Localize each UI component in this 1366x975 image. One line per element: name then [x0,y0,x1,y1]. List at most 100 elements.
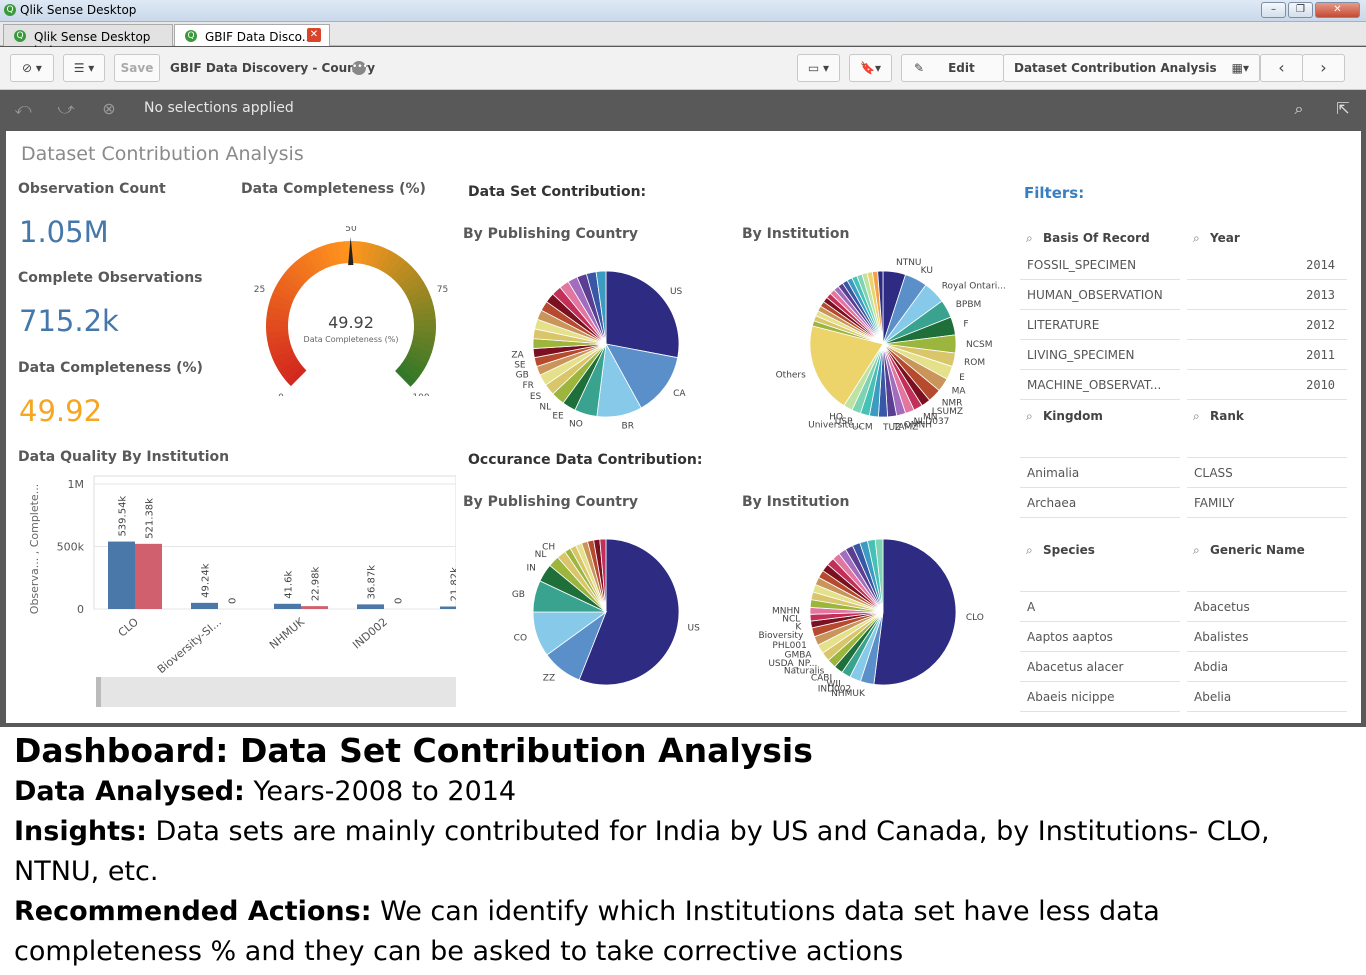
list-icon: ☰ ▾ [73,61,95,75]
pie-label: USDA_NP... [768,659,817,669]
gauge-band-segment [286,265,307,286]
pie-occ-institution[interactable]: CLO NHMUKIND002WIICABINaturalisUSDA_NP...… [736,514,1021,714]
bar-value-label: 41.6k [284,571,295,599]
filter-item[interactable]: 2012 [1187,311,1347,340]
minimize-button[interactable]: – [1261,2,1286,18]
bar-value-label: 0 [394,598,405,604]
sheet-selector[interactable]: Dataset Contribution Analysis ▦▾ [1003,54,1260,82]
caption-line-text: NTNU, etc. [14,856,159,887]
kpi-observation-count-value: 1.05M [19,215,109,249]
restore-button[interactable]: ❐ [1288,2,1313,18]
filter-item[interactable]: Abdia [1187,653,1347,682]
gauge-band-segment [406,350,430,366]
ds-institution-title: By Institution [742,226,850,242]
caption-line-text: Data sets are mainly contributed for Ind… [146,816,1270,847]
story-menu-button[interactable]: ▭ ▾ [797,54,840,82]
ds-country-title: By Publishing Country [463,226,639,242]
next-sheet-button[interactable]: › [1302,54,1345,82]
gauge-band-segment [306,249,323,273]
filter-item[interactable]: LITERATURE [1020,311,1180,340]
filter-item[interactable]: MACHINE_OBSERVAT... [1020,371,1180,400]
filter-item[interactable]: Abacetus [1187,593,1347,622]
global-menu-button[interactable]: ☰ ▾ [63,54,105,82]
filter-item[interactable]: LIVING_SPECIMEN [1020,341,1180,370]
sheets-icon: ▦▾ [1231,61,1249,75]
filter-item[interactable]: CLASS [1187,459,1347,488]
filter-search-icon[interactable]: ⌕ [1026,543,1033,557]
filter-item[interactable]: 2013 [1187,281,1347,310]
step-forward-icon[interactable]: ⤻ [57,99,75,118]
filter-search-icon[interactable]: ⌕ [1026,409,1033,423]
filter-title: Rank [1210,409,1244,423]
filter-item[interactable]: HUMAN_OBSERVATION [1020,281,1180,310]
pie-label: NO [569,420,583,430]
pie-slice [595,270,607,345]
pie-label: CA [673,389,686,399]
filter-item[interactable]: Abelia [1187,683,1347,712]
filter-search-icon[interactable]: ⌕ [1193,231,1200,245]
filter-item[interactable]: Aaptos aaptos [1020,623,1180,652]
edit-button[interactable]: ✎ Edit [901,54,1004,82]
filter-title: Species [1043,543,1095,557]
filter-item[interactable]: 2010 [1187,371,1347,400]
gauge-band-segment [404,281,428,298]
gauge-band-segment [407,287,430,303]
filter-item[interactable]: Abalistes [1187,623,1347,652]
filter-item[interactable] [1020,563,1180,592]
navigation-menu-button[interactable]: ⊘ ▾ [10,54,54,82]
caption-line: Data Analysed: Years-2008 to 2014 [14,772,1354,812]
tab-hub[interactable]: Q Qlik Sense Desktop hub [3,24,173,58]
selection-tool-icon[interactable]: ⇱ [1336,99,1350,118]
gauge-value: 49.92 [328,313,374,332]
filter-search-icon[interactable]: ⌕ [1193,409,1200,423]
filter-item[interactable]: 2014 [1187,251,1347,280]
gauge-band-segment [379,250,397,273]
bar-scroll-thumb [96,677,101,707]
completeness-gauge[interactable]: 0 25 50 75 100 49.92 Data Completeness (%) [246,226,456,396]
gauge-band-segment [337,241,347,264]
filter-item[interactable]: Abaeis nicippe [1020,683,1180,712]
clear-selections-icon[interactable]: ⊗ [102,99,116,118]
filter-title: Basis Of Record [1043,231,1150,245]
pie-slice [873,538,957,686]
pie-slice [605,270,680,359]
pie-slice [877,270,884,345]
filter-search-icon[interactable]: ⌕ [1026,231,1033,245]
filter-item[interactable]: A [1020,593,1180,622]
filter-item[interactable]: 2011 [1187,341,1347,370]
gauge-band-segment [272,286,296,302]
filter-search-icon[interactable]: ⌕ [1193,543,1200,557]
gauge-band-segment [268,298,292,312]
pie-slice [599,538,607,613]
pie-label: FR [522,381,533,391]
filter-item[interactable]: Archaea [1020,489,1180,518]
qlik-tab-icon: Q [185,30,197,42]
gauge-band-segment [269,344,293,359]
search-icon[interactable]: ⌕ [1294,99,1304,118]
bar-x-tick: Bioversity-SI... [155,615,224,676]
save-button[interactable]: Save [114,54,160,82]
filter-item[interactable] [1187,429,1347,458]
more-info-icon[interactable]: ••• [352,61,368,75]
caption-line: Recommended Actions: We can identify whi… [14,892,1354,932]
step-back-icon[interactable]: ⤺ [14,99,32,118]
previous-sheet-button[interactable]: ‹ [1260,54,1303,82]
gauge-band-segment [282,270,304,289]
gauge-band-segment [267,305,290,317]
filter-item[interactable]: FOSSIL_SPECIMEN [1020,251,1180,280]
filter-title: Year [1210,231,1240,245]
close-tab-icon[interactable]: ✕ [307,28,321,42]
filter-item[interactable]: Animalia [1020,459,1180,488]
tab-gbif[interactable]: Q GBIF Data Disco... ✕ [174,24,330,46]
caption-line: NTNU, etc. [14,852,1354,892]
bookmark-button[interactable]: 🔖▾ [849,54,892,82]
filter-item[interactable]: FAMILY [1187,489,1347,518]
filter-item[interactable] [1020,429,1180,458]
filter-item[interactable] [1187,563,1347,592]
filter-item[interactable]: Abacetus alacer [1020,653,1180,682]
close-window-button[interactable]: ✕ [1315,2,1360,18]
data-quality-bar-chart[interactable]: 0 500k 1M Observa... , Complete... 539.54k 52… [16,471,456,711]
